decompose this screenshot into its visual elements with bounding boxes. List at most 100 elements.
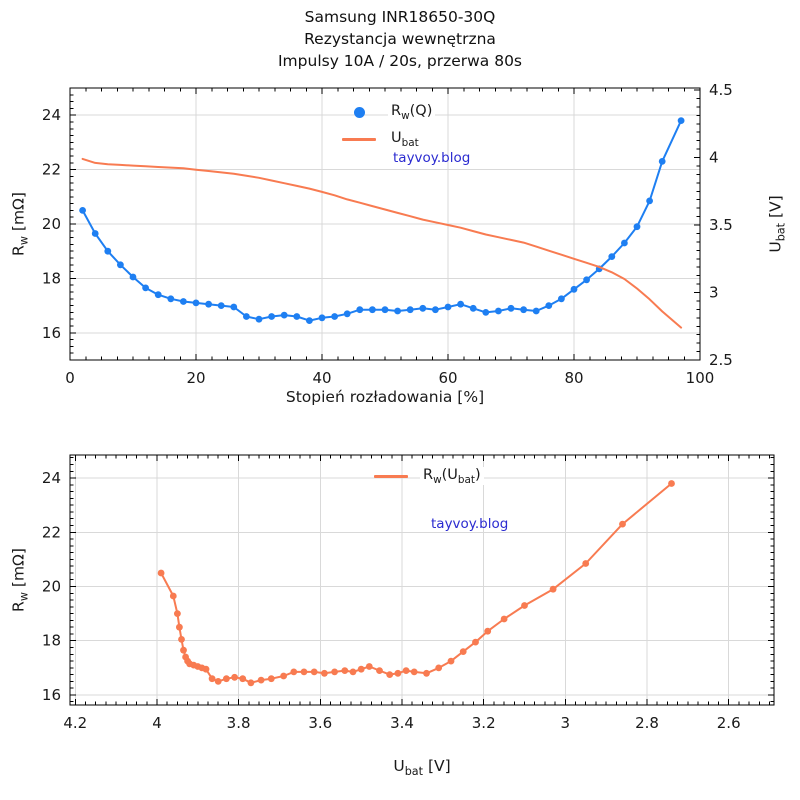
data-point [192, 299, 200, 307]
data-point [668, 480, 675, 487]
y-tick-label: 18 [42, 632, 61, 650]
data-point [321, 669, 328, 677]
rw-vs-q-series [79, 117, 685, 324]
plot-border [69, 454, 775, 706]
data-point [582, 560, 590, 567]
rw-u-legend-label: Rw(Ubat) [420, 466, 484, 486]
data-point [300, 668, 308, 676]
tick-labels: 0 20 40 60 80 100 16 18 20 22 24 2.5 3 3.5 4 4.5 [42, 81, 733, 387]
data-point [608, 253, 616, 260]
data-point [202, 665, 210, 673]
x-tick-label: 3.8 [227, 714, 251, 732]
x-tick-label: 100 [686, 369, 715, 387]
data-point [349, 668, 357, 676]
figure-title-line2: Rezystancja wewnętrzna [304, 30, 496, 48]
watermark-bottom: tayvoy.blog [431, 516, 509, 532]
data-point [356, 306, 364, 314]
data-point [545, 302, 553, 309]
watermark-top: tayvoy.blog [393, 150, 471, 166]
figure-title-line3: Impulsy 10A / 20s, przerwa 80s [277, 52, 523, 70]
axis-ticks [69, 87, 701, 361]
data-point [520, 306, 527, 314]
data-point [521, 602, 528, 609]
data-point [331, 313, 338, 320]
data-point [394, 307, 401, 315]
data-point [293, 313, 301, 320]
data-point [646, 197, 653, 205]
data-point [255, 315, 263, 323]
data-point [469, 304, 477, 312]
x-tick-label: 60 [438, 369, 457, 387]
data-point [223, 675, 230, 683]
y-right-tick-label: 4.5 [709, 81, 733, 99]
y-right-tick-label: 2.5 [709, 351, 733, 369]
data-point [444, 303, 452, 311]
data-point [357, 665, 365, 673]
data-point [176, 623, 183, 631]
figure-title: Samsung INR18650-30Q Rezystancja wewnętr… [0, 6, 800, 72]
data-point [243, 313, 250, 320]
figure-title-line1: Samsung INR18650-30Q [304, 8, 496, 26]
tick-labels: 4.2 4 3.8 3.6 3.4 3.2 3 2.8 2.6 16 18 20 22 24 [42, 469, 741, 732]
data-point [79, 207, 86, 214]
x-tick-label: 3.6 [308, 714, 332, 732]
bottom-xaxis-label: Ubat [V] [393, 757, 451, 779]
y-right-tick-label: 3.5 [709, 216, 733, 234]
data-point [658, 158, 666, 165]
data-point [310, 668, 318, 676]
orange-line-icon [342, 137, 376, 141]
y-tick-label: 22 [42, 523, 61, 541]
ubat-legend-label: Ubat [388, 129, 422, 149]
data-point [280, 311, 288, 319]
y-tick-label: 20 [42, 215, 61, 233]
data-point [169, 592, 177, 600]
gridlines [70, 455, 774, 705]
data-point [167, 295, 175, 303]
data-point [208, 675, 216, 683]
data-point [142, 284, 150, 292]
y-tick-label: 24 [42, 469, 61, 487]
data-point [268, 313, 275, 320]
rw-u-legend-marker [374, 474, 408, 478]
rw-legend-label: Rw(Q) [388, 102, 436, 122]
data-point [677, 117, 685, 124]
data-point [341, 667, 349, 674]
data-point [290, 668, 298, 676]
data-point [91, 230, 99, 237]
data-point [205, 300, 213, 308]
y-tick-label: 24 [42, 106, 61, 124]
bottom-yaxis-label: Rw [mΩ] [9, 548, 31, 612]
x-tick-label: 2.6 [717, 714, 741, 732]
rw-legend-marker [342, 106, 376, 118]
data-point [180, 298, 187, 305]
data-point [570, 285, 578, 293]
y-tick-label: 18 [42, 269, 61, 287]
data-point [180, 646, 187, 654]
rw-vs-u-series [157, 480, 675, 687]
x-tick-label: 4 [152, 714, 162, 732]
data-point [432, 306, 439, 314]
data-point [214, 678, 222, 685]
data-point [157, 569, 165, 577]
data-point [459, 648, 467, 655]
data-point [154, 291, 162, 299]
data-point [423, 669, 430, 677]
gridlines [70, 88, 700, 360]
x-tick-label: 0 [65, 369, 75, 387]
rw-and-ubat-vs-discharge-chart: 0 20 40 60 80 100 16 18 20 22 24 2.5 3 3.5 4 4.5 [42, 81, 733, 387]
data-point [558, 295, 565, 303]
y-tick-label: 22 [42, 161, 61, 179]
x-tick-label: 3.2 [472, 714, 496, 732]
data-point [247, 679, 255, 687]
data-point [532, 307, 540, 315]
axis-ticks [70, 455, 774, 705]
data-point [365, 663, 373, 670]
data-point [178, 636, 185, 643]
data-point [343, 310, 351, 318]
data-point [239, 675, 247, 683]
data-point [507, 304, 515, 312]
data-point [129, 273, 137, 281]
top-yaxis-left-label: Rw [mΩ] [9, 192, 31, 256]
data-point [306, 317, 313, 324]
